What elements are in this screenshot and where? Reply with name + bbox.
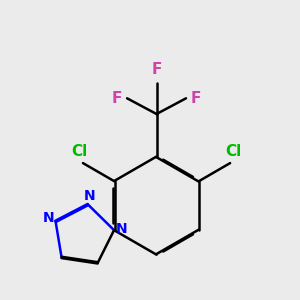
Text: Cl: Cl	[72, 144, 88, 159]
Text: N: N	[83, 189, 95, 203]
Text: F: F	[191, 91, 201, 106]
Text: N: N	[43, 211, 54, 225]
Text: F: F	[152, 62, 162, 77]
Text: N: N	[115, 222, 127, 236]
Text: Cl: Cl	[225, 144, 242, 159]
Text: F: F	[112, 91, 122, 106]
